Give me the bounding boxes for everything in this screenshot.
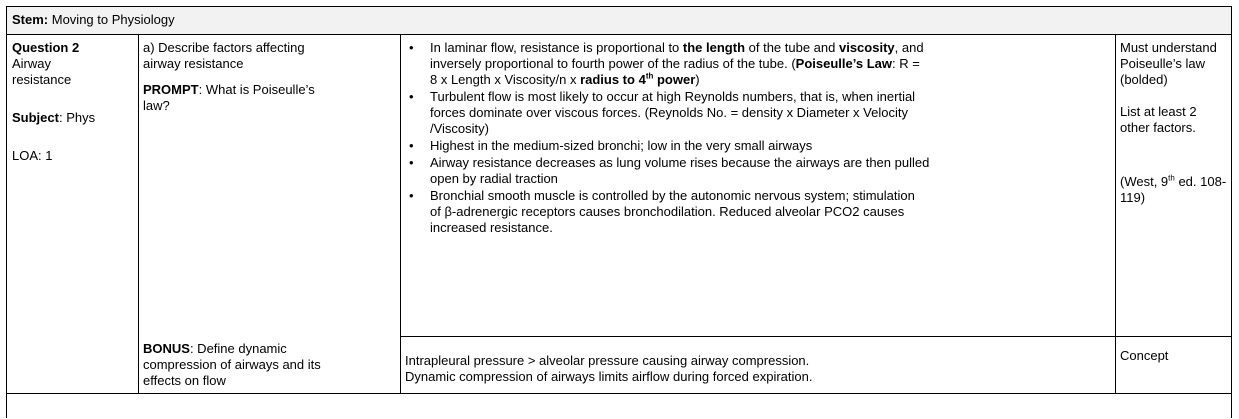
- answer-column: [400, 35, 1116, 393]
- stem-text: Stem: Moving to Physiology: [12, 12, 175, 27]
- bonus-note: Concept: [1120, 348, 1169, 363]
- bullet-laminar-flow: • In laminar flow, resistance is proport…: [409, 40, 924, 87]
- question-grid: Question 2 Airway resistance Subject: Ph…: [6, 34, 1232, 394]
- bonus-prompt: BONUS: Define dynamic compression of air…: [143, 341, 321, 388]
- bonus-divider-notes: [1115, 336, 1231, 337]
- bonus-answer: Intrapleural pressure > alveolar pressur…: [405, 353, 813, 384]
- bullet-smooth-muscle: • Bronchial smooth muscle is controlled …: [409, 188, 915, 235]
- part-a-prompt: a) Describe factors affecting airway res…: [143, 40, 315, 113]
- question-info-column: [7, 35, 139, 393]
- next-row-start: [6, 393, 1232, 418]
- exam-sheet: Stem: Moving to Physiology Question 2 Ai…: [6, 6, 1234, 418]
- bullet-lung-volume: • Airway resistance decreases as lung vo…: [409, 155, 930, 186]
- bullet-turbulent-flow: • Turbulent flow is most likely to occur…: [409, 89, 916, 136]
- stem-row: Stem: Moving to Physiology: [6, 6, 1232, 35]
- marking-notes: Must understand Poiseulle’s law (bolded)…: [1120, 40, 1227, 205]
- prompt-column: [138, 35, 401, 393]
- answer-bullets: • In laminar flow, resistance is proport…: [405, 40, 1110, 237]
- bonus-divider: [400, 336, 1115, 337]
- question-info: Question 2 Airway resistance Subject: Ph…: [12, 40, 96, 163]
- bullet-bronchi-resistance: • Highest in the medium-sized bronchi; l…: [409, 138, 813, 153]
